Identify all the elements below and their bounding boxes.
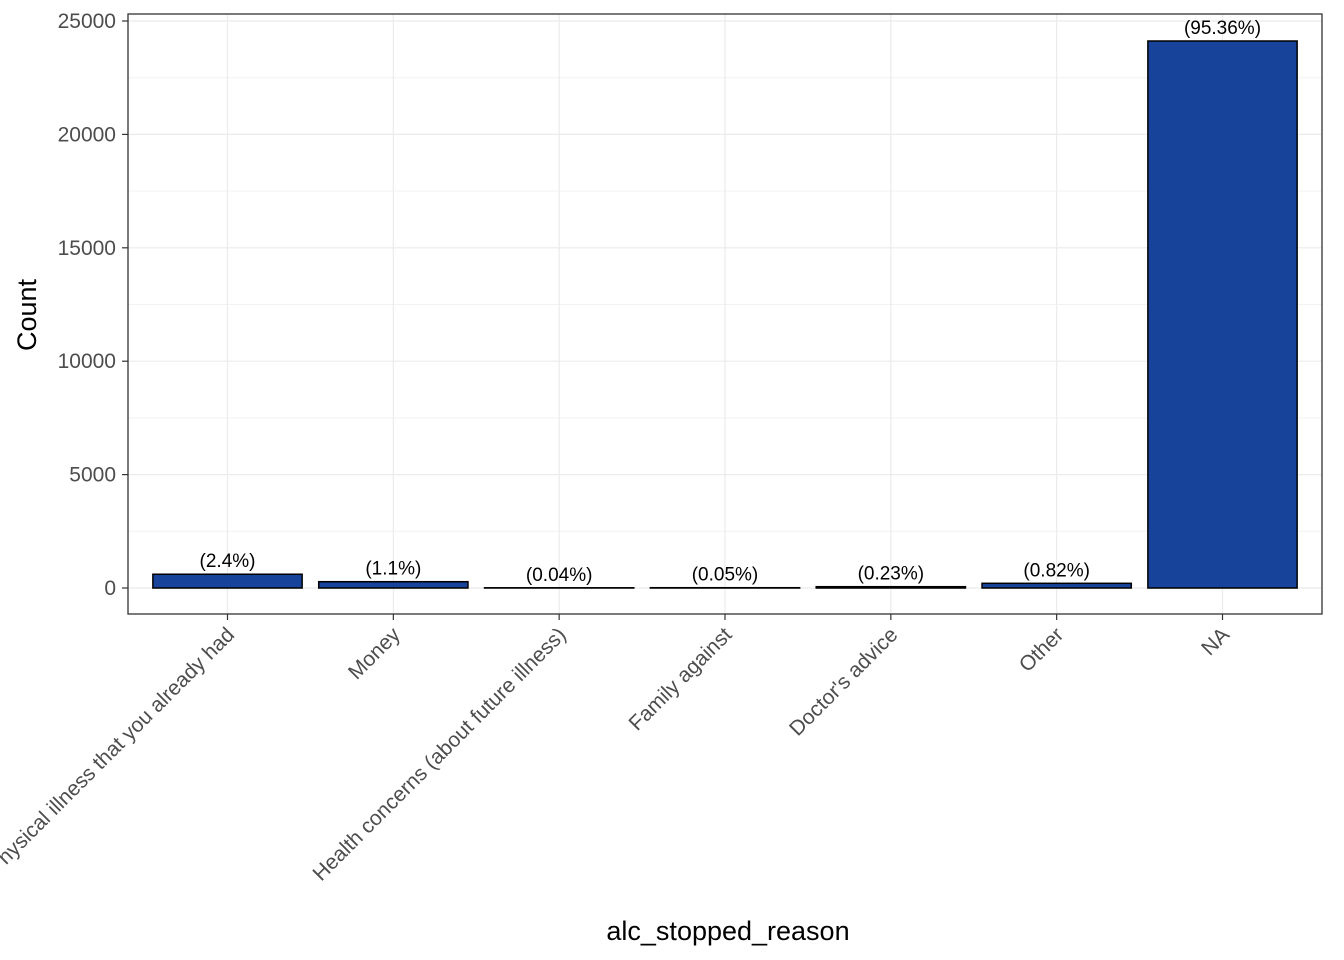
bar-annotation: (0.05%) <box>692 565 759 586</box>
bar <box>1147 40 1298 589</box>
bar-annotation: (1.1%) <box>365 559 421 580</box>
x-tick-label: Doctor's advice <box>785 623 902 740</box>
x-tick-label: Other <box>1015 623 1068 676</box>
bar <box>152 573 303 589</box>
x-axis-title: alc_stopped_reason <box>606 916 849 946</box>
bar <box>981 582 1133 589</box>
bar-annotation: (2.4%) <box>200 551 256 572</box>
y-tick-label: 25000 <box>58 10 116 33</box>
y-tick-label: 0 <box>104 577 116 600</box>
y-axis-title: Count <box>12 278 42 351</box>
bar-annotation: (0.82%) <box>1023 560 1090 581</box>
x-tick-label: Money <box>344 623 405 684</box>
bar <box>317 580 469 589</box>
x-tick-label: Physical illness that you already had <box>0 623 239 879</box>
bar-annotation: (0.23%) <box>858 564 925 585</box>
bar-annotation: (0.04%) <box>526 565 593 586</box>
y-tick-label: 5000 <box>69 464 116 487</box>
bar <box>815 585 967 589</box>
x-tick-label: Family against <box>625 623 737 735</box>
plot-border <box>127 13 1323 615</box>
y-tick-label: 10000 <box>58 350 116 373</box>
y-tick-label: 20000 <box>58 123 116 146</box>
y-tick-label: 15000 <box>58 237 116 260</box>
bar-annotation: (95.36%) <box>1184 18 1261 39</box>
x-tick-label: Health concerns (about future illness) <box>308 623 570 885</box>
x-tick-label: NA <box>1197 623 1234 660</box>
